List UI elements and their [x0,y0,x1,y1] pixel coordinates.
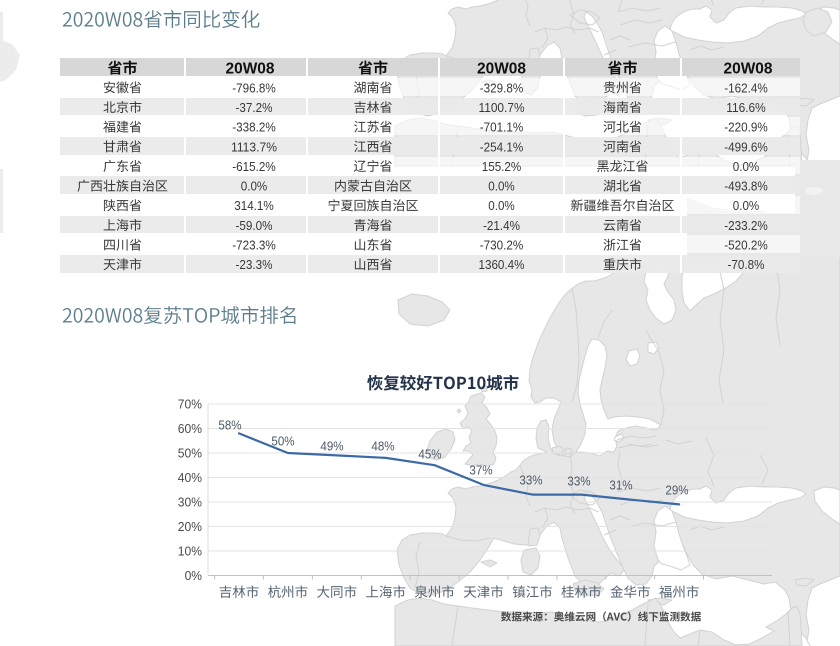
svg-text:-730.2%: -730.2% [480,239,524,253]
svg-text:-162.4%: -162.4% [724,81,768,95]
svg-text:-796.8%: -796.8% [232,81,276,95]
svg-text:-499.6%: -499.6% [724,140,768,154]
svg-text:-338.2%: -338.2% [232,121,276,135]
svg-text:0.0%: 0.0% [488,180,515,194]
svg-text:50%: 50% [178,446,203,461]
svg-text:-493.8%: -493.8% [724,180,768,194]
svg-text:40%: 40% [178,470,203,485]
svg-text:1360.4%: 1360.4% [479,258,525,272]
svg-text:-254.1%: -254.1% [480,140,524,154]
svg-text:-23.3%: -23.3% [236,258,273,272]
svg-text:-233.2%: -233.2% [724,219,768,233]
svg-text:-723.3%: -723.3% [232,239,276,253]
svg-text:33%: 33% [519,473,542,487]
svg-text:-37.2%: -37.2% [236,101,273,115]
svg-text:20W08: 20W08 [226,60,275,77]
svg-text:0.0%: 0.0% [733,160,760,174]
svg-text:314.1%: 314.1% [234,199,274,213]
svg-text:0.0%: 0.0% [241,180,268,194]
svg-text:10%: 10% [178,544,203,559]
svg-text:49%: 49% [320,439,343,453]
svg-text:20W08: 20W08 [724,60,773,77]
svg-text:20W08: 20W08 [477,60,526,77]
svg-text:0.0%: 0.0% [733,199,760,213]
svg-text:0%: 0% [185,568,203,583]
svg-text:155.2%: 155.2% [482,160,522,174]
svg-text:30%: 30% [178,495,203,510]
svg-text:-59.0%: -59.0% [236,219,273,233]
svg-text:33%: 33% [567,474,590,488]
svg-text:-21.4%: -21.4% [483,219,520,233]
svg-text:50%: 50% [271,434,294,448]
svg-text:20%: 20% [178,519,203,534]
svg-text:-70.8%: -70.8% [728,258,765,272]
svg-text:29%: 29% [665,483,688,497]
svg-text:-701.1%: -701.1% [480,121,524,135]
svg-text:-329.8%: -329.8% [480,81,524,95]
svg-text:48%: 48% [371,439,394,453]
svg-text:0.0%: 0.0% [488,199,515,213]
svg-text:58%: 58% [218,418,241,432]
svg-text:37%: 37% [469,463,492,477]
svg-text:1113.7%: 1113.7% [231,140,277,154]
svg-text:116.6%: 116.6% [726,101,766,115]
svg-text:-615.2%: -615.2% [232,160,276,174]
svg-text:31%: 31% [609,478,632,492]
svg-text:60%: 60% [178,421,203,436]
svg-text:70%: 70% [178,397,203,412]
svg-text:45%: 45% [418,447,441,461]
svg-text:1100.7%: 1100.7% [479,101,525,115]
svg-text:-520.2%: -520.2% [724,239,768,253]
svg-text:-220.9%: -220.9% [724,121,768,135]
